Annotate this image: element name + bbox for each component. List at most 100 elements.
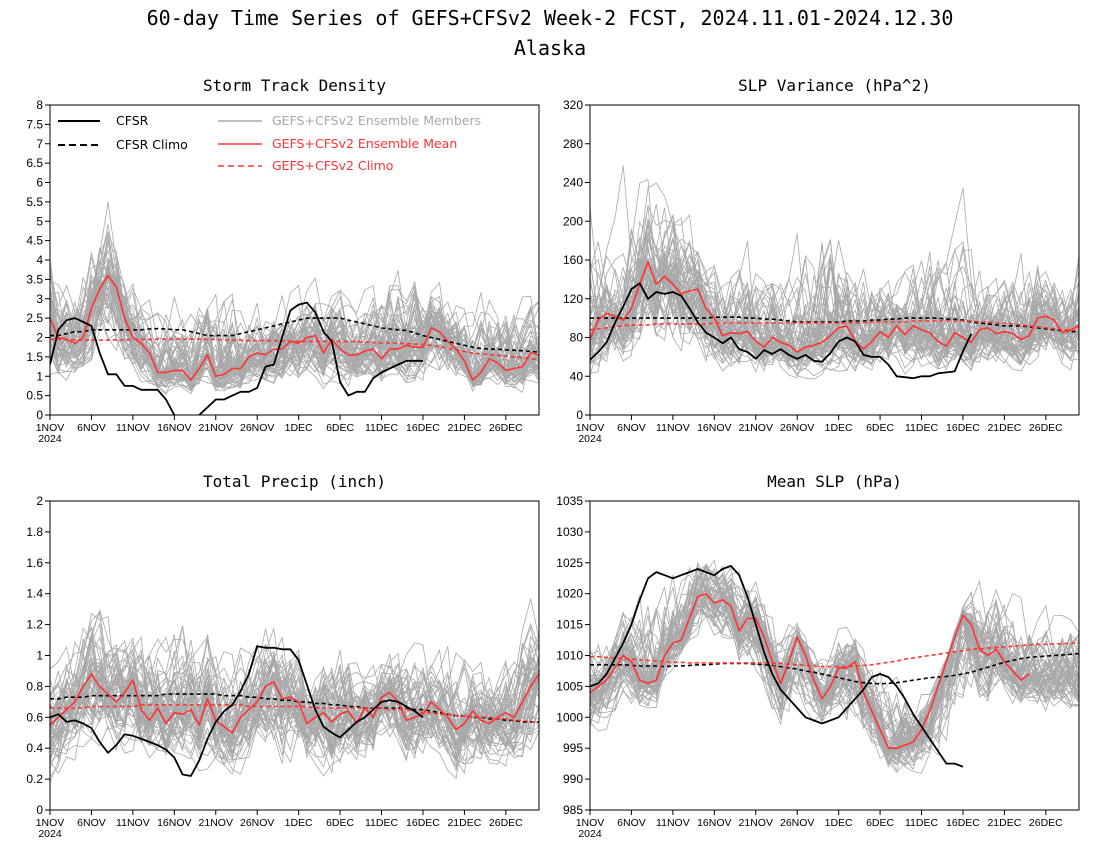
slp-variance-member-line: [590, 254, 1079, 359]
mean-slp-member-line: [590, 602, 1079, 744]
storm-track-member-line: [50, 263, 539, 388]
slp-variance-member-line: [590, 275, 1079, 377]
slp-variance-title: SLP Variance (hPa^2): [738, 76, 931, 95]
storm-track-ytick-label: 1: [36, 369, 43, 383]
precip-ytick-label: 1.6: [26, 556, 43, 570]
mean-slp-xtick-year: 2024: [578, 828, 602, 840]
storm-track-ytick-label: 6: [36, 176, 43, 190]
precip-ens-climo-line: [50, 704, 539, 723]
mean-slp-member-line: [590, 564, 1079, 748]
slp-variance-ens-mean-line: [590, 261, 1079, 353]
mean-slp-xtick-label: 16DEC: [946, 817, 980, 829]
precip-member-line: [50, 644, 539, 775]
precip-ytick-label: 0.8: [26, 679, 43, 693]
mean-slp-ytick-label: 1005: [556, 679, 583, 693]
precip-member-line: [50, 654, 539, 761]
mean-slp-member-line: [590, 587, 1079, 774]
storm-track-ens-mean-line: [50, 274, 539, 381]
storm-track-member-line: [50, 281, 539, 386]
slp-variance-xtick-label: 11DEC: [905, 422, 938, 434]
slp-variance-ytick-label: 80: [570, 331, 584, 345]
mean-slp-xtick-label: 6DEC: [866, 817, 894, 829]
precip-ytick-label: 0.6: [26, 710, 43, 724]
storm-track-xtick-label: 21DEC: [447, 422, 481, 434]
storm-track-xtick-label: 11DEC: [365, 422, 398, 434]
precip-series: [50, 645, 539, 777]
slp-variance-xtick-label: 21DEC: [987, 422, 1021, 434]
slp-variance-xtick-label: 1NOV: [576, 422, 605, 434]
storm-track-xtick-label: 1NOV: [36, 422, 65, 434]
mean-slp-member-line: [590, 585, 1079, 766]
slp-variance-xtick-label: 6DEC: [866, 422, 894, 434]
storm-track-ytick-label: 1.5: [26, 350, 43, 364]
legend-members-label: GEFS+CFSv2 Ensemble Members: [272, 113, 481, 128]
mean-slp-xtick-label: 1DEC: [825, 817, 853, 829]
slp-variance-ytick-label: 0: [576, 408, 583, 422]
storm-track-member-line: [50, 258, 539, 386]
storm-track-member-line: [50, 285, 539, 388]
storm-track-series: [50, 274, 539, 415]
mean-slp-ytick-label: 995: [563, 741, 583, 755]
slp-variance-member-line: [590, 242, 1079, 375]
storm-track-ytick-label: 7.5: [26, 117, 43, 131]
mean-slp-member-line: [590, 568, 1079, 766]
mean-slp-xtick-label: 11NOV: [656, 817, 690, 829]
mean-slp-xtick-label: 16NOV: [697, 817, 731, 829]
precip-xtick-label: 1NOV: [36, 817, 65, 829]
slp-variance-member-line: [590, 242, 1079, 379]
storm-track-xtick-label: 26NOV: [240, 422, 274, 434]
mean-slp-cfsr-line: [590, 565, 964, 768]
mean-slp-ens-mean-line: [590, 592, 1030, 750]
storm-track-member-line: [50, 280, 539, 387]
precip-title: Total Precip (inch): [203, 472, 386, 491]
slp-variance-cfsr-line: [590, 282, 973, 380]
mean-slp-series: [590, 565, 1079, 768]
region-title: Alaska: [514, 36, 586, 60]
mean-slp-ytick-label: 1010: [556, 649, 583, 663]
mean-slp-xtick-label: 1NOV: [576, 817, 605, 829]
precip-xtick-label: 1DEC: [285, 817, 313, 829]
mean-slp-ens-climo-line: [590, 642, 1079, 668]
storm-track-ytick-label: 8: [36, 98, 43, 112]
precip-xtick-label: 16DEC: [406, 817, 440, 829]
slp-variance-panel: SLP Variance (hPa^2) 0 40 80 120 160 200 240 280…: [563, 76, 1080, 445]
storm-track-ytick-label: 4: [36, 253, 43, 267]
mean-slp-ytick-label: 1015: [556, 618, 583, 632]
storm-track-ytick-label: 0.5: [26, 389, 43, 403]
mean-slp-xtick-label: 26NOV: [780, 817, 814, 829]
precip-ytick-label: 1.4: [26, 587, 43, 601]
legend-cfsr-label: CFSR: [116, 113, 149, 128]
legend-ens-mean-label: GEFS+CFSv2 Ensemble Mean: [272, 136, 457, 151]
mean-slp-ytick-label: 1025: [556, 556, 583, 570]
storm-track-ytick-label: 0: [36, 408, 43, 422]
storm-track-member-line: [50, 285, 539, 382]
slp-variance-ens-climo-line: [590, 320, 1079, 332]
slp-variance-member-line: [590, 253, 1079, 364]
slp-variance-ytick-label: 40: [570, 369, 584, 383]
legend: CFSR CFSR Climo GEFS+CFSv2 Ensemble Memb…: [58, 113, 481, 173]
slp-variance-ytick-label: 160: [563, 253, 583, 267]
mean-slp-ytick-label: 1030: [556, 525, 583, 539]
precip-ytick-label: 0.4: [26, 741, 43, 755]
storm-track-ytick-label: 3: [36, 292, 43, 306]
storm-track-member-line: [50, 282, 539, 381]
storm-track-ytick-label: 5: [36, 214, 43, 228]
slp-variance-xtick-label: 26NOV: [780, 422, 814, 434]
precip-panel: Total Precip (inch) 0 0.2 0.4 0.6 0.8 1 1.2 1.4 1…: [26, 472, 540, 840]
precip-ytick-label: 1: [36, 649, 43, 663]
mean-slp-ytick-label: 1000: [556, 710, 583, 724]
storm-track-ytick-label: 2: [36, 331, 43, 345]
precip-ens-mean-line: [50, 673, 539, 734]
precip-xtick-label: 6NOV: [77, 817, 106, 829]
slp-variance-series: [590, 261, 1079, 380]
storm-track-cfsr-line: [50, 301, 423, 415]
mean-slp-member-line: [590, 595, 1079, 744]
slp-variance-member-line: [590, 207, 1079, 366]
slp-variance-member-line: [590, 165, 1079, 372]
slp-variance-ytick-label: 120: [563, 292, 583, 306]
precip-member-line: [50, 653, 539, 767]
mean-slp-title: Mean SLP (hPa): [767, 472, 902, 491]
storm-track-xtick-label: 21NOV: [199, 422, 233, 434]
slp-variance-ytick-label: 200: [563, 214, 583, 228]
